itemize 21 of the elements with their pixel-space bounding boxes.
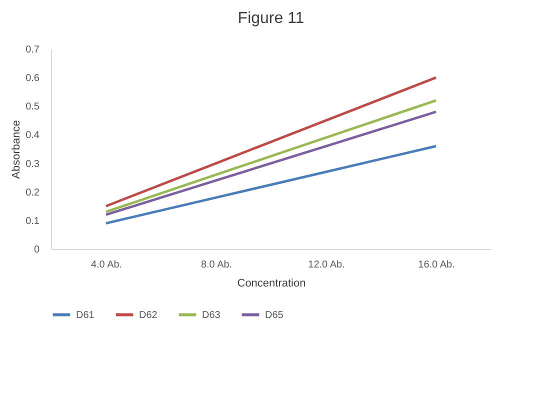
chart-title: Figure 11	[238, 10, 304, 27]
x-tick-label: 8.0 Ab.	[200, 260, 232, 270]
y-tick-label: 0	[34, 244, 40, 256]
y-tick-label: 0.5	[26, 102, 40, 113]
y-tick-label: 0.2	[26, 187, 40, 198]
x-tick-label: 12.0 Ab.	[308, 260, 345, 270]
y-axis-title: Absorbance	[10, 120, 23, 179]
y-tick-label: 0.6	[26, 73, 40, 84]
legend-label: D61	[76, 310, 95, 321]
x-tick-label: 16.0 Ab.	[418, 260, 455, 270]
y-tick-label: 0.1	[26, 216, 40, 227]
line-series	[104, 144, 438, 225]
y-tick-label: 0.7	[26, 44, 40, 56]
x-tick-label: 4.0 Ab.	[90, 260, 122, 270]
y-tick-label: 0.3	[26, 158, 40, 170]
x-axis-title: Concentration	[237, 278, 306, 290]
y-tick-label: 0.4	[26, 130, 40, 142]
legend-label: D62	[139, 310, 158, 321]
line-series	[104, 76, 438, 208]
legend-label: D63	[202, 310, 221, 321]
legend-label: D65	[265, 310, 284, 321]
